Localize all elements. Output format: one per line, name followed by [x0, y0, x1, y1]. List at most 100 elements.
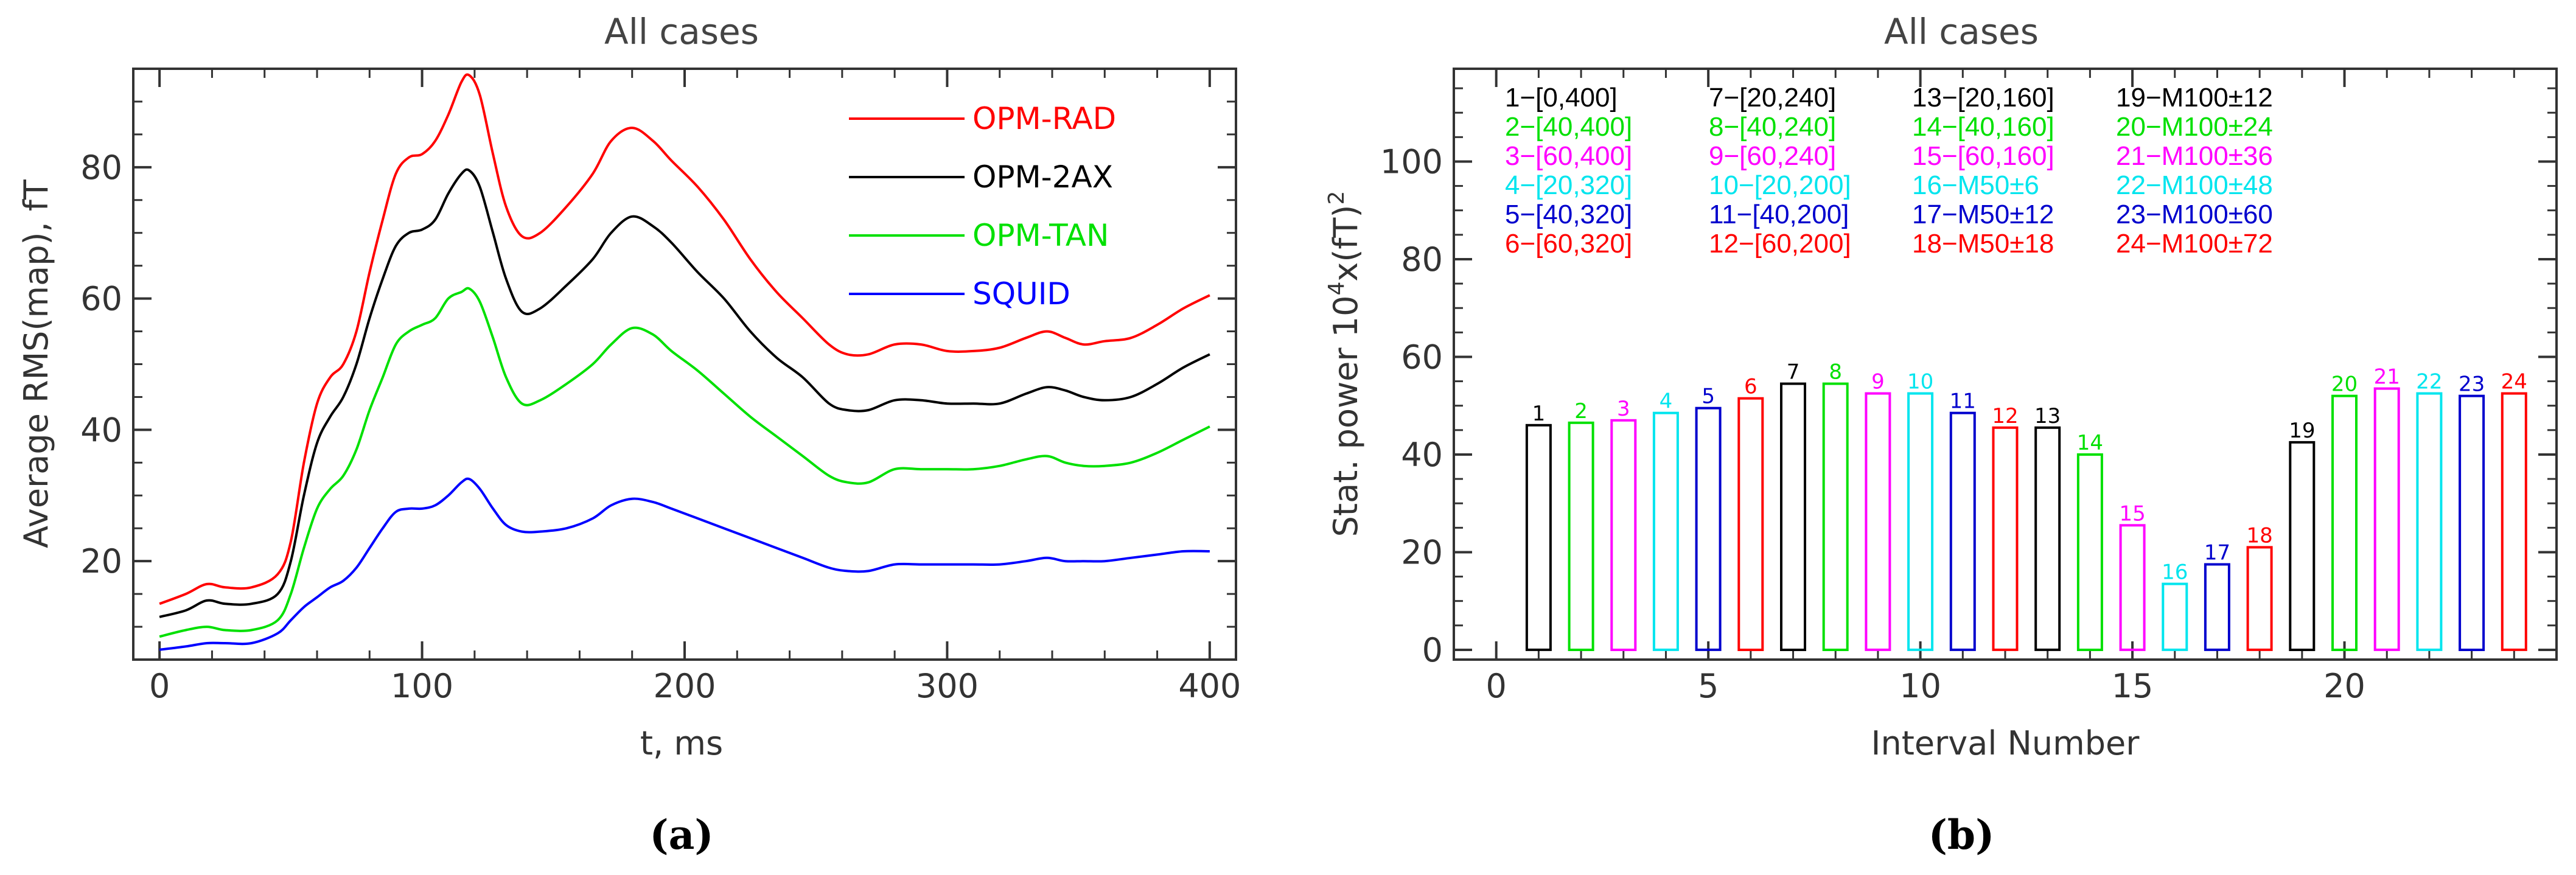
bar-label-9: 9 — [1871, 370, 1885, 394]
bar-7 — [1780, 382, 1806, 651]
bar-label-3: 3 — [1617, 397, 1630, 421]
legend-label-opm-2ax: OPM-2AX — [972, 159, 1113, 195]
series-line-opm-tan — [159, 287, 1210, 638]
bar-11 — [1949, 411, 1976, 651]
chart-a-xlabel: t, ms — [640, 724, 723, 762]
chart-b-ytick-label: 100 — [1380, 142, 1443, 181]
chart-a-xtick-label: 400 — [1178, 667, 1241, 705]
interval-legend-4: 4−[20,320] — [1505, 170, 1632, 200]
bar-label-6: 6 — [1744, 375, 1757, 399]
interval-legend-16: 16−M50±6 — [1912, 170, 2039, 200]
interval-legend-15: 15−[60,160] — [1912, 141, 2054, 171]
bar-label-2: 2 — [1574, 399, 1588, 424]
interval-legend-7: 7−[20,240] — [1709, 83, 1836, 113]
series-line-opm-2ax — [159, 168, 1210, 618]
interval-legend-2: 2−[40,400] — [1505, 112, 1632, 142]
interval-legend-19: 19−M100±12 — [2116, 83, 2273, 113]
chart-b-ytick-label: 0 — [1422, 631, 1443, 669]
interval-legend-14: 14−[40,160] — [1912, 112, 2054, 142]
bar-label-7: 7 — [1787, 360, 1800, 385]
panel-label-b: (b) — [1929, 811, 1995, 859]
interval-legend-20: 20−M100±24 — [2116, 112, 2273, 142]
bar-label-21: 21 — [2374, 365, 2400, 389]
bar-label-13: 13 — [2034, 404, 2061, 428]
bar-17 — [2204, 563, 2230, 651]
bar-label-18: 18 — [2247, 523, 2273, 548]
bar-label-24: 24 — [2501, 370, 2527, 394]
interval-legend-10: 10−[20,200] — [1709, 170, 1851, 200]
bar-label-1: 1 — [1532, 402, 1546, 426]
chart-a-ytick-label: 80 — [80, 148, 122, 187]
bar-4 — [1652, 411, 1679, 651]
chart-a-ytick-label: 40 — [80, 411, 122, 449]
bar-5 — [1695, 406, 1722, 651]
chart-a-xtick-label: 100 — [391, 667, 453, 705]
bar-label-20: 20 — [2331, 372, 2358, 397]
bar-label-23: 23 — [2459, 372, 2485, 397]
interval-legend-1: 1−[0,400] — [1505, 83, 1618, 113]
series-line-opm-rad — [159, 73, 1210, 605]
bar-3 — [1610, 419, 1637, 651]
interval-legend-9: 9−[60,240] — [1709, 141, 1836, 171]
interval-legend-12: 12−[60,200] — [1709, 229, 1851, 259]
chart-a-ytick-label: 20 — [80, 542, 122, 580]
bar-19 — [2289, 441, 2316, 652]
bar-24 — [2501, 392, 2527, 651]
bar-10 — [1907, 392, 1934, 651]
bar-label-5: 5 — [1702, 385, 1715, 409]
interval-legend-22: 22−M100±48 — [2116, 170, 2273, 200]
legend-label-opm-tan: OPM-TAN — [972, 218, 1109, 253]
bar-18 — [2246, 546, 2273, 651]
chart-a-ticks: 0 100 200 300 400 20 40 60 80 — [80, 69, 1241, 705]
bar-8 — [1822, 382, 1849, 651]
bar-14 — [2076, 453, 2103, 651]
bar-2 — [1568, 421, 1594, 651]
chart-b-xtick-label: 15 — [2112, 667, 2154, 705]
bar-label-12: 12 — [1992, 404, 2018, 428]
bar-6 — [1737, 397, 1764, 651]
bar-21 — [2373, 387, 2400, 651]
bar-label-17: 17 — [2204, 541, 2230, 565]
interval-legend-8: 8−[40,240] — [1709, 112, 1836, 142]
interval-legend-18: 18−M50±18 — [1912, 229, 2054, 259]
chart-a-xtick-label: 0 — [149, 667, 170, 705]
chart-a-lines — [159, 73, 1210, 651]
chart-b-xlabel: Interval Number — [1871, 724, 2140, 762]
interval-legend-11: 11−[40,200] — [1709, 200, 1849, 229]
bar-23 — [2459, 394, 2485, 651]
bar-12 — [1992, 426, 2019, 651]
bar-9 — [1865, 392, 1891, 651]
bar-15 — [2119, 524, 2146, 651]
chart-b-annotations: 1−[0,400]2−[40,400]3−[60,400]4−[20,320]5… — [1505, 83, 2273, 259]
chart-a-title: All cases — [604, 11, 759, 52]
series-line-squid — [159, 477, 1210, 651]
chart-b-ytick-label: 20 — [1401, 533, 1443, 571]
bar-label-4: 4 — [1660, 389, 1673, 414]
legend-label-opm-rad: OPM-RAD — [972, 101, 1116, 136]
interval-legend-5: 5−[40,320] — [1505, 200, 1632, 229]
interval-legend-17: 17−M50±12 — [1912, 200, 2054, 229]
chart-a-ylabel: Average RMS(map), fT — [17, 179, 55, 548]
bar-label-8: 8 — [1829, 360, 1842, 385]
chart-a-ytick-label: 60 — [80, 280, 122, 318]
interval-legend-6: 6−[60,320] — [1505, 229, 1632, 259]
bar-label-22: 22 — [2416, 370, 2442, 394]
bar-16 — [2162, 582, 2188, 651]
bar-22 — [2416, 392, 2443, 651]
bar-label-10: 10 — [1907, 370, 1933, 394]
chart-b-xtick-label: 10 — [1899, 667, 1941, 705]
bar-13 — [2034, 426, 2061, 651]
chart-b-xtick-label: 20 — [2323, 667, 2365, 705]
panel-label-a: (a) — [649, 811, 713, 859]
chart-b-ytick-label: 40 — [1401, 436, 1443, 474]
bar-label-19: 19 — [2289, 419, 2315, 443]
chart-b-xtick-label: 5 — [1698, 667, 1719, 705]
chart-b-title: All cases — [1884, 11, 2039, 52]
bar-label-14: 14 — [2077, 431, 2103, 455]
chart-a-legend: OPM-RAD OPM-2AX OPM-TAN SQUID — [849, 101, 1116, 312]
interval-legend-13: 13−[20,160] — [1912, 83, 2054, 113]
chart-a-xtick-label: 300 — [916, 667, 979, 705]
